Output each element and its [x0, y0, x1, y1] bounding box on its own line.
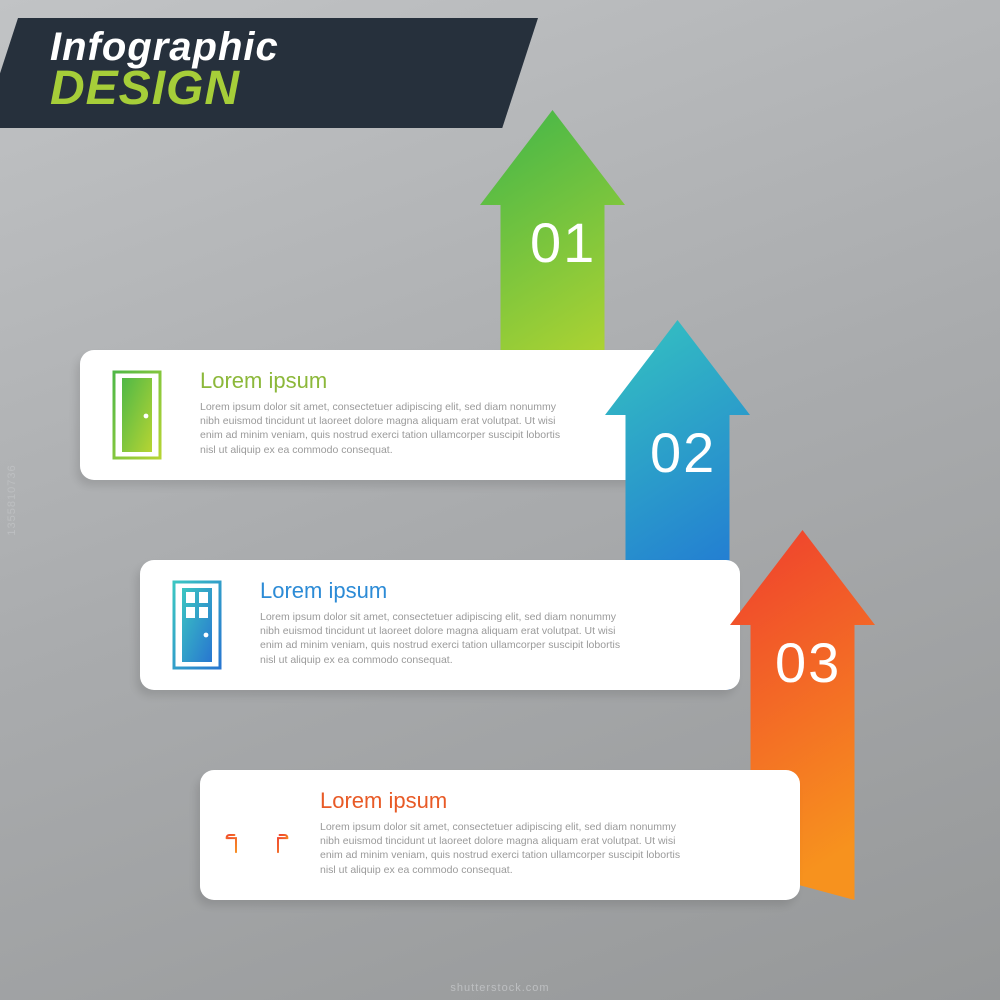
card-title: Lorem ipsum [260, 578, 630, 604]
door-solid-icon [102, 370, 172, 460]
step-number-03: 03 [775, 630, 841, 695]
header-line1: Infographic [50, 28, 279, 66]
watermark-bottom: shutterstock.com [450, 982, 549, 994]
card-body: Lorem ipsum dolor sit amet, consectetuer… [320, 820, 690, 877]
header-title: Infographic DESIGN [50, 28, 279, 112]
card-body: Lorem ipsum dolor sit amet, consectetuer… [200, 400, 570, 457]
card-body: Lorem ipsum dolor sit amet, consectetuer… [260, 610, 630, 667]
header-line2: DESIGN [50, 66, 279, 112]
info-card-01: Lorem ipsum Lorem ipsum dolor sit amet, c… [80, 350, 680, 480]
card-title: Lorem ipsum [320, 788, 690, 814]
step-number-01: 01 [530, 210, 596, 275]
table-chairs-icon [222, 790, 292, 880]
info-card-02: Lorem ipsum Lorem ipsum dolor sit amet, c… [140, 560, 740, 690]
door-window-icon [162, 580, 232, 670]
info-card-03: Lorem ipsum Lorem ipsum dolor sit amet, c… [200, 770, 800, 900]
card-title: Lorem ipsum [200, 368, 570, 394]
watermark-side: 1355810736 [6, 464, 18, 535]
step-number-02: 02 [650, 420, 716, 485]
